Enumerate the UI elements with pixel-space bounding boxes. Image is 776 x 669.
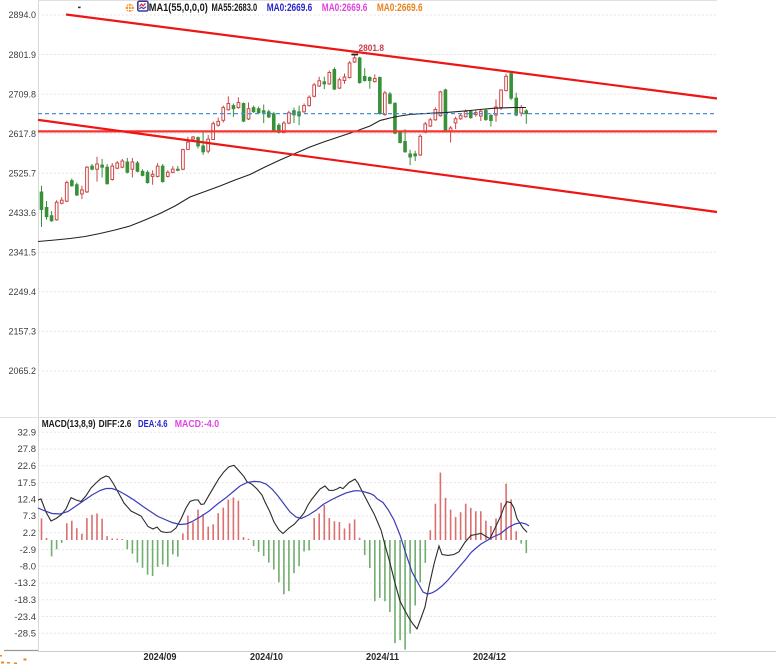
svg-text:MA0:2669.6: MA0:2669.6 — [267, 2, 313, 14]
svg-text:2709.8: 2709.8 — [9, 89, 37, 100]
svg-text:22.6: 22.6 — [18, 461, 37, 472]
svg-text:DIFF:2.6: DIFF:2.6 — [99, 418, 132, 430]
svg-text:2801.9: 2801.9 — [9, 50, 37, 61]
svg-text:2249.4: 2249.4 — [9, 287, 37, 298]
svg-text:-23.4: -23.4 — [14, 612, 36, 623]
svg-text:-18.3: -18.3 — [14, 595, 36, 606]
svg-text:MA55:2683.0: MA55:2683.0 — [212, 2, 258, 14]
svg-text:2525.7: 2525.7 — [9, 168, 37, 179]
svg-text:2801.8: 2801.8 — [359, 43, 385, 54]
svg-text:2024/10: 2024/10 — [250, 652, 283, 663]
svg-text:DEA:4.6: DEA:4.6 — [138, 418, 168, 430]
svg-text:MA0:2669.6: MA0:2669.6 — [322, 2, 368, 14]
svg-text:2065.2: 2065.2 — [9, 366, 37, 377]
svg-text:7.3: 7.3 — [23, 511, 36, 522]
svg-text:32.9: 32.9 — [18, 428, 37, 439]
svg-text:MACD:-4.0: MACD:-4.0 — [175, 418, 220, 430]
svg-text:27.8: 27.8 — [18, 444, 37, 455]
svg-text:-28.5: -28.5 — [14, 629, 36, 640]
svg-text:MA0:2669.6: MA0:2669.6 — [377, 2, 423, 14]
svg-text:-2.9: -2.9 — [20, 545, 36, 556]
svg-text:MA1(55,0,0,0): MA1(55,0,0,0) — [149, 2, 208, 14]
svg-text:2024/12: 2024/12 — [473, 652, 506, 663]
svg-text:2.2: 2.2 — [23, 528, 36, 539]
svg-text:17.5: 17.5 — [18, 478, 37, 489]
svg-text:MACD(13,8,9): MACD(13,8,9) — [42, 418, 96, 430]
svg-text:2024/09: 2024/09 — [144, 652, 177, 663]
svg-text:2024/11: 2024/11 — [366, 652, 399, 663]
svg-text:-8.0: -8.0 — [20, 562, 36, 573]
svg-text:2341.5: 2341.5 — [9, 248, 37, 259]
svg-text:2433.6: 2433.6 — [9, 208, 37, 219]
svg-text:12.4: 12.4 — [18, 495, 37, 506]
svg-text:2617.8: 2617.8 — [9, 129, 37, 140]
svg-text:2894.0: 2894.0 — [9, 10, 37, 21]
svg-text:2157.3: 2157.3 — [9, 327, 37, 338]
svg-text:-13.2: -13.2 — [14, 578, 36, 589]
